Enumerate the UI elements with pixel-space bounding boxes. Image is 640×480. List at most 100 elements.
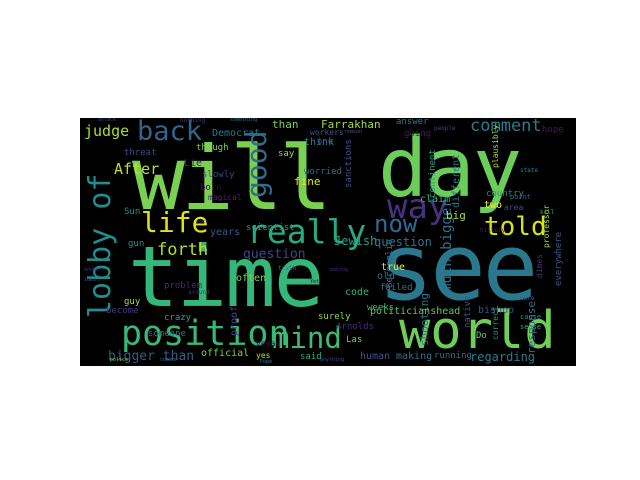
word: big [446,209,466,222]
word: slowly [202,170,235,180]
word: area [504,203,524,212]
word: judge [84,122,130,140]
word: bishop [478,305,515,316]
word: state [520,167,539,174]
word: Jewish [334,234,378,248]
word: Las [346,335,363,345]
word: two [484,200,503,211]
word: question [243,247,306,262]
word: Farrakhan [321,118,381,131]
word: scientist [246,223,295,233]
word: born [200,183,222,193]
word: told [484,212,547,242]
word: proof [229,305,240,336]
word: really [247,212,367,251]
word: known [84,267,100,273]
word: continent [428,149,438,198]
word: Vegas [256,339,281,348]
word: though [196,143,229,153]
word: answer [396,118,429,127]
word: hope [542,125,564,135]
word: Do [476,331,487,341]
word: sense [520,323,542,331]
word: weeks [367,303,395,313]
word: way [387,187,449,227]
word: one [317,137,334,147]
word: point [510,193,532,201]
word: time [128,228,324,326]
word: true [381,262,406,273]
word: Yet [310,279,320,285]
word: forth [157,240,209,260]
word: said [300,352,322,362]
word: sanctions [344,139,354,188]
word: everywhere [554,231,564,286]
word: crazy [164,313,192,323]
word: worried [304,167,342,177]
word: running [434,351,472,361]
word: politicianshead [370,306,461,317]
word: mind [272,321,342,355]
word: around [188,289,210,296]
word: someone [148,329,186,339]
word: dimes [535,253,544,278]
word: back [137,118,203,147]
word: regarding [470,350,536,364]
word: official [201,348,250,359]
word: fact [196,219,209,225]
word: country [486,189,524,199]
word: old [377,271,396,282]
word: magical [208,193,242,202]
word: world [399,301,556,361]
word: cause [520,313,542,321]
word: say [278,149,295,159]
word: fine [294,175,321,188]
word: making [330,267,349,273]
word: something [230,118,258,123]
word: Sun [124,207,141,217]
word: Lie [184,158,203,169]
word: position [121,314,290,354]
word: than [272,118,299,131]
word: people [434,125,456,132]
word: life [141,206,209,239]
word: workers [310,128,344,137]
word: plausibly [491,124,500,168]
word: bigger than [108,349,195,364]
word: police [110,357,129,363]
word: different [451,153,462,208]
word: become [106,306,139,316]
word: reason [344,129,363,135]
word: going [404,129,432,139]
word: good [240,130,273,198]
word: surely [318,312,351,322]
word: nothing [180,118,206,124]
word: gun [128,239,145,249]
word: often [236,273,267,284]
word: Arnolds [336,322,374,332]
word: After [114,160,160,178]
word: attack [98,118,117,123]
word: kill [540,209,555,216]
word: correct [491,306,500,340]
word: care [520,295,535,302]
word: claim [420,194,451,205]
word: Pope [260,359,273,365]
word: threat [124,148,157,158]
word: comment [470,118,542,136]
word: native [463,295,473,328]
word: making [396,351,433,362]
word: Democrat [212,128,261,139]
word: think [304,137,335,148]
word: code [345,287,370,298]
word-cloud: will day see time world position really … [80,118,576,366]
word: idea [84,277,97,283]
word: question [374,235,432,249]
word: now [374,210,418,238]
word: failed [380,283,413,293]
word: problem [164,281,202,291]
word: will [132,127,332,230]
word: common [160,357,179,363]
word: lobby of [83,173,118,319]
word: years [210,227,241,238]
